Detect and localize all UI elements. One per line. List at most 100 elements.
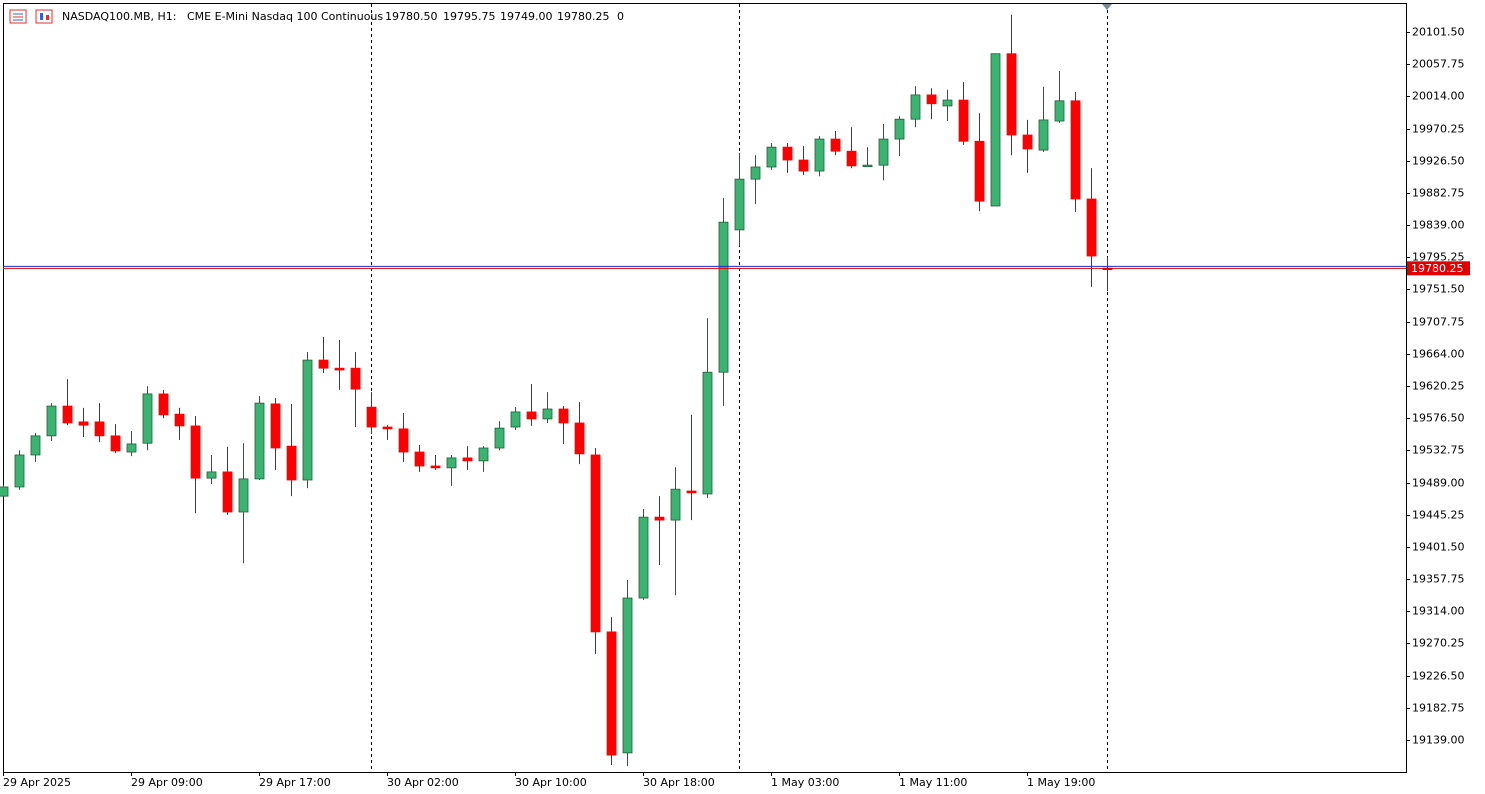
x-tick-label: 1 May 03:00 xyxy=(771,776,839,789)
candle-body xyxy=(622,597,633,754)
y-tick-label: 19139.00 xyxy=(1412,734,1465,747)
candle-body xyxy=(430,465,441,469)
candle-body xyxy=(206,471,217,479)
candle-body xyxy=(94,421,105,437)
candle-body xyxy=(990,53,1001,207)
candle-body xyxy=(46,405,57,437)
candle-body xyxy=(926,94,937,105)
y-tick-label: 19707.75 xyxy=(1412,316,1465,329)
candle-body xyxy=(446,457,457,469)
x-tick-label: 30 Apr 10:00 xyxy=(515,776,587,789)
plot xyxy=(0,14,1406,767)
candle-body xyxy=(1070,100,1081,200)
candle-body xyxy=(462,457,473,462)
shift-marker xyxy=(1102,4,1112,10)
icon xyxy=(46,15,49,20)
candle-body xyxy=(222,471,233,513)
y-tick-label: 20014.00 xyxy=(1412,90,1465,103)
candle-body xyxy=(670,488,681,521)
x-tick-label: 30 Apr 18:00 xyxy=(643,776,715,789)
candle-body xyxy=(14,454,25,488)
candle-body xyxy=(142,393,153,444)
y-tick-label: 19620.25 xyxy=(1412,380,1465,393)
candle-body xyxy=(238,478,249,513)
candle-body xyxy=(110,435,121,452)
x-tick-label: 29 Apr 2025 xyxy=(3,776,71,789)
x-tick-label: 29 Apr 09:00 xyxy=(131,776,203,789)
x-tick-label: 1 May 19:00 xyxy=(1027,776,1095,789)
candle-body xyxy=(798,159,809,172)
candle-body xyxy=(478,447,489,462)
candle-body xyxy=(830,138,841,152)
candle-body xyxy=(526,411,537,420)
candle-body xyxy=(158,393,169,416)
candle-body xyxy=(718,221,729,373)
candle-body xyxy=(494,427,505,449)
candle-body xyxy=(0,486,9,497)
y-tick-label: 19795.25 xyxy=(1412,251,1465,264)
candle-body xyxy=(382,426,393,430)
header-low: 19749.00 xyxy=(500,10,553,23)
candle-body xyxy=(126,443,137,453)
candle-body xyxy=(334,367,345,371)
candle-body xyxy=(542,408,553,420)
candle-body xyxy=(398,428,409,453)
y-tick-label: 19489.00 xyxy=(1412,477,1465,490)
plot-frame xyxy=(3,3,1407,773)
candle-body xyxy=(30,435,41,456)
candle-body xyxy=(654,516,665,521)
x-tick-label: 29 Apr 17:00 xyxy=(259,776,331,789)
candle-body xyxy=(1054,100,1065,122)
candle-body xyxy=(62,405,73,424)
candle-body xyxy=(1038,119,1049,151)
y-tick-label: 19270.25 xyxy=(1412,637,1465,650)
candle-body xyxy=(606,631,617,756)
icon xyxy=(40,13,43,20)
candle-body xyxy=(734,178,745,231)
y-tick-label: 19576.50 xyxy=(1412,412,1465,425)
header-icons xyxy=(9,9,53,24)
candle-body xyxy=(286,445,297,481)
candle-body xyxy=(702,371,713,495)
candle-body xyxy=(190,425,201,479)
candle-body xyxy=(638,516,649,599)
y-tick-label: 19226.50 xyxy=(1412,670,1465,683)
y-tick-label: 19882.75 xyxy=(1412,187,1465,200)
candle-body xyxy=(174,413,185,427)
candle-body xyxy=(910,94,921,120)
candle-body xyxy=(942,99,953,107)
header-volume: 0 xyxy=(617,10,624,23)
y-tick-label: 19664.00 xyxy=(1412,348,1465,361)
header-close: 19780.25 xyxy=(557,10,610,23)
candle-body xyxy=(814,138,825,172)
header-high: 19795.75 xyxy=(443,10,496,23)
y-tick-label: 19401.50 xyxy=(1412,541,1465,554)
y-tick-label: 20101.50 xyxy=(1412,26,1465,39)
candle-body xyxy=(318,359,329,369)
x-tick-label: 30 Apr 02:00 xyxy=(387,776,459,789)
y-tick-label: 19926.50 xyxy=(1412,155,1465,168)
candle-body xyxy=(878,138,889,166)
y-tick-label: 19445.25 xyxy=(1412,509,1465,522)
y-tick-label: 19357.75 xyxy=(1412,573,1465,586)
candle-body xyxy=(894,118,905,140)
y-tick-label: 19532.75 xyxy=(1412,444,1465,457)
candle-body xyxy=(254,402,265,480)
candle-body xyxy=(350,367,361,390)
candle-body xyxy=(766,146,777,168)
candle-body xyxy=(510,411,521,428)
candle-body xyxy=(846,150,857,167)
candle-body xyxy=(302,359,313,481)
y-tick-label: 19839.00 xyxy=(1412,219,1465,232)
symbol: NASDAQ100.MB, H1: xyxy=(62,10,177,23)
candle-body xyxy=(366,406,377,428)
y-tick-label: 19970.25 xyxy=(1412,123,1465,136)
candle-body xyxy=(974,140,985,202)
candle-body xyxy=(414,451,425,467)
icon xyxy=(35,9,53,24)
price-label: 19780.25 xyxy=(1411,262,1464,275)
y-tick-label: 19314.00 xyxy=(1412,605,1465,618)
y-tick-label: 20057.75 xyxy=(1412,58,1465,71)
candle-body xyxy=(1086,198,1097,257)
